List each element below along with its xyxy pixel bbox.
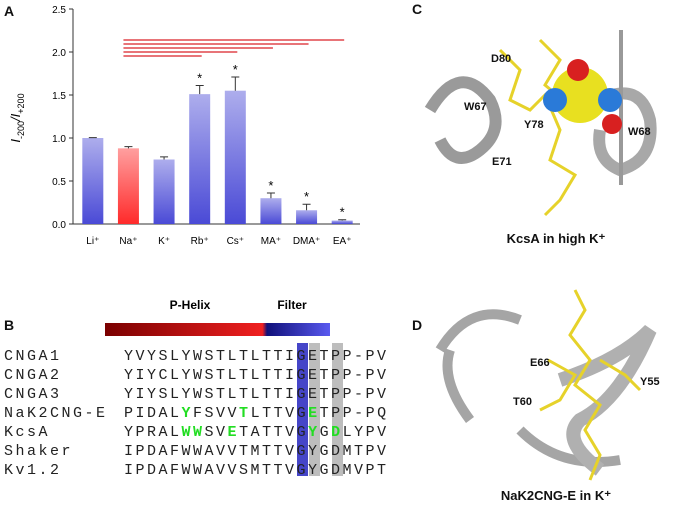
sequence-segment: YIYCLYWSTLTLTTIGETPP-PV: [124, 367, 389, 384]
y-tick-label: 1.5: [52, 91, 66, 102]
error-bar: [160, 157, 168, 160]
sequence-segment: IPDAFWWAVVTMTTVGYGDMTPV: [124, 443, 389, 460]
sequence: YPRALWWSVETATTVGYGDLYPV: [124, 424, 389, 441]
sequence-segment: PIDAL: [124, 405, 182, 422]
y-tick-label: 2.0: [52, 48, 66, 59]
sequence-name: CNGA1: [4, 348, 62, 365]
caption: KcsA in high K⁺: [507, 231, 606, 246]
significance-marker: *: [233, 62, 238, 77]
sequence-name: Shaker: [4, 443, 73, 460]
error-bar: [196, 86, 204, 95]
error-bar: [338, 220, 346, 221]
sequence: YVYSLYWSTLTLTTIGETPP-PV: [124, 348, 389, 365]
x-tick-label: DMA⁺: [293, 236, 321, 247]
residue-label: W68: [628, 126, 651, 138]
x-tick-label: K⁺: [158, 236, 170, 247]
sequence-segment: G: [320, 424, 332, 441]
bar-chart: 0.0 0.5 1.0 1.5 2.0 2.5 Li⁺ Na⁺ K⁺ * Rb⁺ * Cs⁺ * MA⁺ * D…: [52, 5, 360, 247]
sequence-name: CNGA3: [4, 386, 62, 403]
y-tick-label: 2.5: [52, 5, 66, 16]
bar: [225, 91, 246, 224]
sequence-segment: FSVV: [193, 405, 239, 422]
sequence-segment: IPDAFWWAVVSMTTVGYGDMVPT: [124, 462, 389, 479]
residue-label: Y55: [640, 376, 660, 388]
x-tick-label: Cs⁺: [227, 236, 245, 247]
sequence-name: NaK2CNG-E: [4, 405, 108, 422]
panel-label: D: [412, 317, 422, 333]
sequence: IPDAFWWAVVTMTTVGYGDMTPV: [124, 443, 389, 460]
y-tick-label: 0.0: [52, 220, 66, 231]
error-bar: [303, 204, 311, 210]
y-tick-label: 0.5: [52, 177, 66, 188]
region-bar: [105, 323, 330, 336]
residue-label: Y78: [524, 119, 544, 131]
error-bar: [231, 77, 239, 91]
sequence-segment: LTTVG: [251, 405, 309, 422]
bar: [296, 210, 317, 224]
sequence-segment: E: [228, 424, 240, 441]
sequence-segment: SV: [205, 424, 228, 441]
region-label: P-Helix: [170, 298, 211, 312]
residue-label: E66: [530, 357, 550, 369]
error-bar: [267, 193, 275, 198]
sequence: YIYCLYWSTLTLTTIGETPP-PV: [124, 367, 389, 384]
sequence-segment: TPP-PQ: [320, 405, 389, 422]
sequence-name: KcsA: [4, 424, 50, 441]
structure-image: [440, 290, 650, 480]
residue-label: T60: [513, 396, 532, 408]
y-tick-label: 1.0: [52, 134, 66, 145]
bar: [154, 160, 175, 225]
sequence-name: CNGA2: [4, 367, 62, 384]
sequence-segment: TATTVG: [239, 424, 308, 441]
caption: NaK2CNG-E in K⁺: [501, 488, 611, 503]
error-bar: [124, 147, 132, 149]
x-tick-label: Rb⁺: [191, 236, 209, 247]
sequence-segment: D: [331, 424, 343, 441]
panel-label: C: [412, 1, 422, 17]
x-tick-label: Li⁺: [86, 236, 99, 247]
sequence-segment: Y: [182, 405, 194, 422]
y-label-part: +200: [16, 93, 26, 113]
sequence-segment: Y: [308, 424, 320, 441]
panel-label: B: [4, 317, 14, 333]
bar: [82, 138, 103, 224]
y-label-part: -200: [16, 121, 26, 139]
significance-marker: *: [268, 178, 273, 193]
residue-label: E71: [492, 156, 512, 168]
sequence-name: Kv1.2: [4, 462, 62, 479]
y-axis-label: I-200/I+200: [8, 93, 26, 142]
region-label: Filter: [277, 298, 307, 312]
panel-label: A: [4, 3, 14, 19]
sequence: PIDALYFSVVTLTTVGETPP-PQ: [124, 405, 389, 422]
x-tick-label: EA⁺: [333, 236, 352, 247]
sequence-segment: T: [239, 405, 251, 422]
bar: [118, 148, 139, 224]
residue-label: W67: [464, 101, 487, 113]
x-tick-label: MA⁺: [261, 236, 281, 247]
sequence-segment: YPRAL: [124, 424, 182, 441]
significance-marker: *: [197, 71, 202, 86]
x-tick-label: Na⁺: [119, 236, 137, 247]
significance-marker: *: [304, 189, 309, 204]
sequence-segment: YIYSLYWSTLTLTTIGETPP-PV: [124, 386, 389, 403]
alignment: CNGA1 YVYSLYWSTLTLTTIGETPP-PV CNGA2 YIYCLYW…: [4, 348, 389, 479]
bar: [332, 221, 353, 224]
residue-label: D80: [491, 53, 511, 65]
sequence: IPDAFWWAVVSMTTVGYGDMVPT: [124, 462, 389, 479]
sequence-segment: LYPV: [343, 424, 389, 441]
significance-marker: *: [340, 205, 345, 220]
bar: [189, 94, 210, 224]
bar: [260, 198, 281, 224]
sequence: YIYSLYWSTLTLTTIGETPP-PV: [124, 386, 389, 403]
sequence-segment: YVYSLYWSTLTLTTIGETPP-PV: [124, 348, 389, 365]
sequence-segment: E: [308, 405, 320, 422]
sequence-segment: WW: [182, 424, 205, 441]
